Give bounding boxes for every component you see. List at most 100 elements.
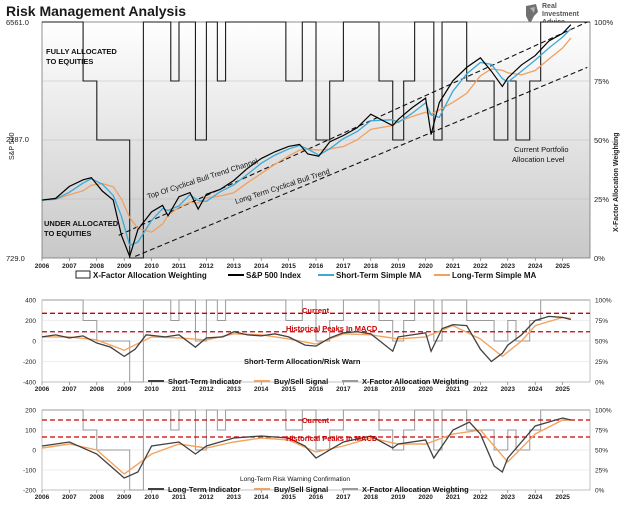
p3-ytick-0: 200: [25, 408, 36, 415]
annot-under-2: TO EQUITIES: [44, 229, 91, 238]
p2-rtick-0: 100%: [595, 298, 612, 305]
p3-weighting-line: [42, 409, 590, 491]
p2-ytick-1: 200: [25, 318, 36, 325]
x-tick-label-2021: 2021: [446, 263, 461, 270]
panel1-trend-channel: [118, 21, 588, 257]
panel3-legend: Long-Term Indicator Buy/Sell Signal X-Fa…: [148, 485, 469, 494]
long-term-ma-line: [41, 37, 572, 233]
p2-ytick-4: -400: [23, 380, 36, 387]
legend-short-ma: Short-Term Simple MA: [336, 271, 422, 280]
x-tick-label-2020: 2020: [418, 494, 433, 501]
p2-ytick-2: 0: [32, 339, 36, 346]
p3-ytick-3: -100: [23, 468, 36, 475]
panel3-series: [41, 409, 590, 491]
p2-ytick-3: -200: [23, 359, 36, 366]
p3-legend-w: X-Factor Allocation Weighting: [362, 485, 469, 494]
x-tick-label-2010: 2010: [144, 494, 159, 501]
p1-ylabel: S&P 500: [9, 132, 16, 160]
x-tick-label-2025: 2025: [555, 263, 570, 270]
x-tick-label-2013: 2013: [227, 263, 242, 270]
allocation-weighting-line: [42, 21, 590, 259]
x-tick-label-2014: 2014: [254, 494, 269, 501]
x-tick-label-2009: 2009: [117, 494, 132, 501]
p1-rtick-3: 25%: [594, 195, 609, 204]
x-tick-label-2017: 2017: [336, 386, 351, 393]
p2-indicator-line: [41, 315, 571, 363]
panel2-legend: Short-Term Indicator Buy/Sell Signal X-F…: [148, 377, 469, 386]
legend-long-ma: Long-Term Simple MA: [452, 271, 537, 280]
x-tick-label-2015: 2015: [281, 494, 296, 501]
x-tick-label-2023: 2023: [501, 494, 516, 501]
x-tick-label-2011: 2011: [172, 263, 186, 270]
p2-ytick-0: 400: [25, 298, 36, 305]
x-tick-label-2007: 2007: [62, 494, 77, 501]
x-tick-label-2012: 2012: [199, 494, 214, 501]
p3-rtick-0: 100%: [595, 408, 612, 415]
x-tick-label-2024: 2024: [528, 494, 543, 501]
annot-current-2: Allocation Level: [512, 155, 565, 164]
x-tick-label-2022: 2022: [473, 386, 488, 393]
x-tick-label-2022: 2022: [473, 263, 488, 270]
panel1-legend: X-Factor Allocation Weighting S&P 500 In…: [75, 270, 537, 280]
p1-ytick-1: 2187.0: [6, 135, 29, 144]
p3-ytick-1: 100: [25, 428, 36, 435]
p2-rtick-2: 50%: [595, 339, 608, 346]
p3-indicator-line: [41, 417, 571, 479]
p2-annot-warn: Short-Term Allocation/Risk Warn: [244, 357, 361, 366]
p1-ytick-0: 6561.0: [6, 18, 29, 27]
x-tick-label-2025: 2025: [555, 386, 570, 393]
x-tick-label-2020: 2020: [418, 263, 433, 270]
x-tick-label-2022: 2022: [473, 494, 488, 501]
x-tick-label-2018: 2018: [364, 263, 379, 270]
p1-rtick-2: 50%: [594, 136, 609, 145]
x-tick-label-2012: 2012: [199, 263, 214, 270]
x-tick-label-2015: 2015: [281, 386, 296, 393]
annot-fully-2: TO EQUITIES: [46, 57, 93, 66]
panel1-allocation-series: [42, 21, 590, 259]
p1-rtick-0: 100%: [594, 18, 614, 27]
x-tick-label-2020: 2020: [418, 386, 433, 393]
p1-ylabel-right: X-Factor Allocation Weighting: [613, 132, 620, 232]
annot-current-1: Current Portfolio: [514, 145, 569, 154]
p3-ytick-2: 0: [32, 448, 36, 455]
x-tick-label-2019: 2019: [391, 386, 406, 393]
x-tick-label-2016: 2016: [309, 494, 324, 501]
p2-rtick-3: 25%: [595, 359, 608, 366]
x-tick-label-2025: 2025: [555, 494, 570, 501]
p3-signal-line: [41, 419, 571, 475]
x-tick-label-2006: 2006: [35, 494, 50, 501]
legend-alloc-swatch: [75, 270, 91, 279]
x-tick-label-2021: 2021: [446, 386, 461, 393]
x-tick-label-2006: 2006: [35, 386, 50, 393]
x-tick-label-2008: 2008: [90, 386, 105, 393]
p2-signal-line: [42, 316, 571, 358]
annot-fully-1: FULLY ALLOCATED: [46, 47, 117, 56]
x-tick-label-2007: 2007: [62, 386, 77, 393]
x-tick-label-2017: 2017: [336, 263, 351, 270]
x-tick-label-2013: 2013: [227, 386, 242, 393]
x-tick-label-2021: 2021: [446, 494, 461, 501]
x-tick-label-2011: 2011: [172, 386, 186, 393]
legend-sp: S&P 500 Index: [246, 271, 302, 280]
p1-rtick-1: 75%: [594, 77, 609, 86]
p2-rtick-1: 75%: [595, 318, 608, 325]
p2-legend-w: X-Factor Allocation Weighting: [362, 377, 469, 386]
x-tick-label-2009: 2009: [117, 386, 132, 393]
x-tick-label-2008: 2008: [90, 494, 105, 501]
panel3-tick-labels: 200 100 0 -100 -200 100% 75% 50% 25% 0% 2006 2007 20…: [23, 408, 612, 502]
sp500-line: [41, 24, 572, 259]
p3-rtick-2: 50%: [595, 448, 608, 455]
x-tick-label-2017: 2017: [336, 494, 351, 501]
x-tick-label-2019: 2019: [391, 494, 406, 501]
p1-rtick-4: 0%: [594, 254, 605, 263]
annot-under-1: UNDER ALLOCATED: [44, 219, 119, 228]
p2-annot-current: Current: [302, 306, 330, 315]
x-tick-label-2010: 2010: [144, 263, 159, 270]
p3-ytick-4: -200: [23, 488, 36, 495]
p3-rtick-3: 25%: [595, 468, 608, 475]
panel2-series: [41, 299, 590, 383]
bottom-channel-line: [134, 66, 588, 257]
logo-icon: [526, 4, 538, 24]
top-channel-line: [118, 21, 588, 236]
